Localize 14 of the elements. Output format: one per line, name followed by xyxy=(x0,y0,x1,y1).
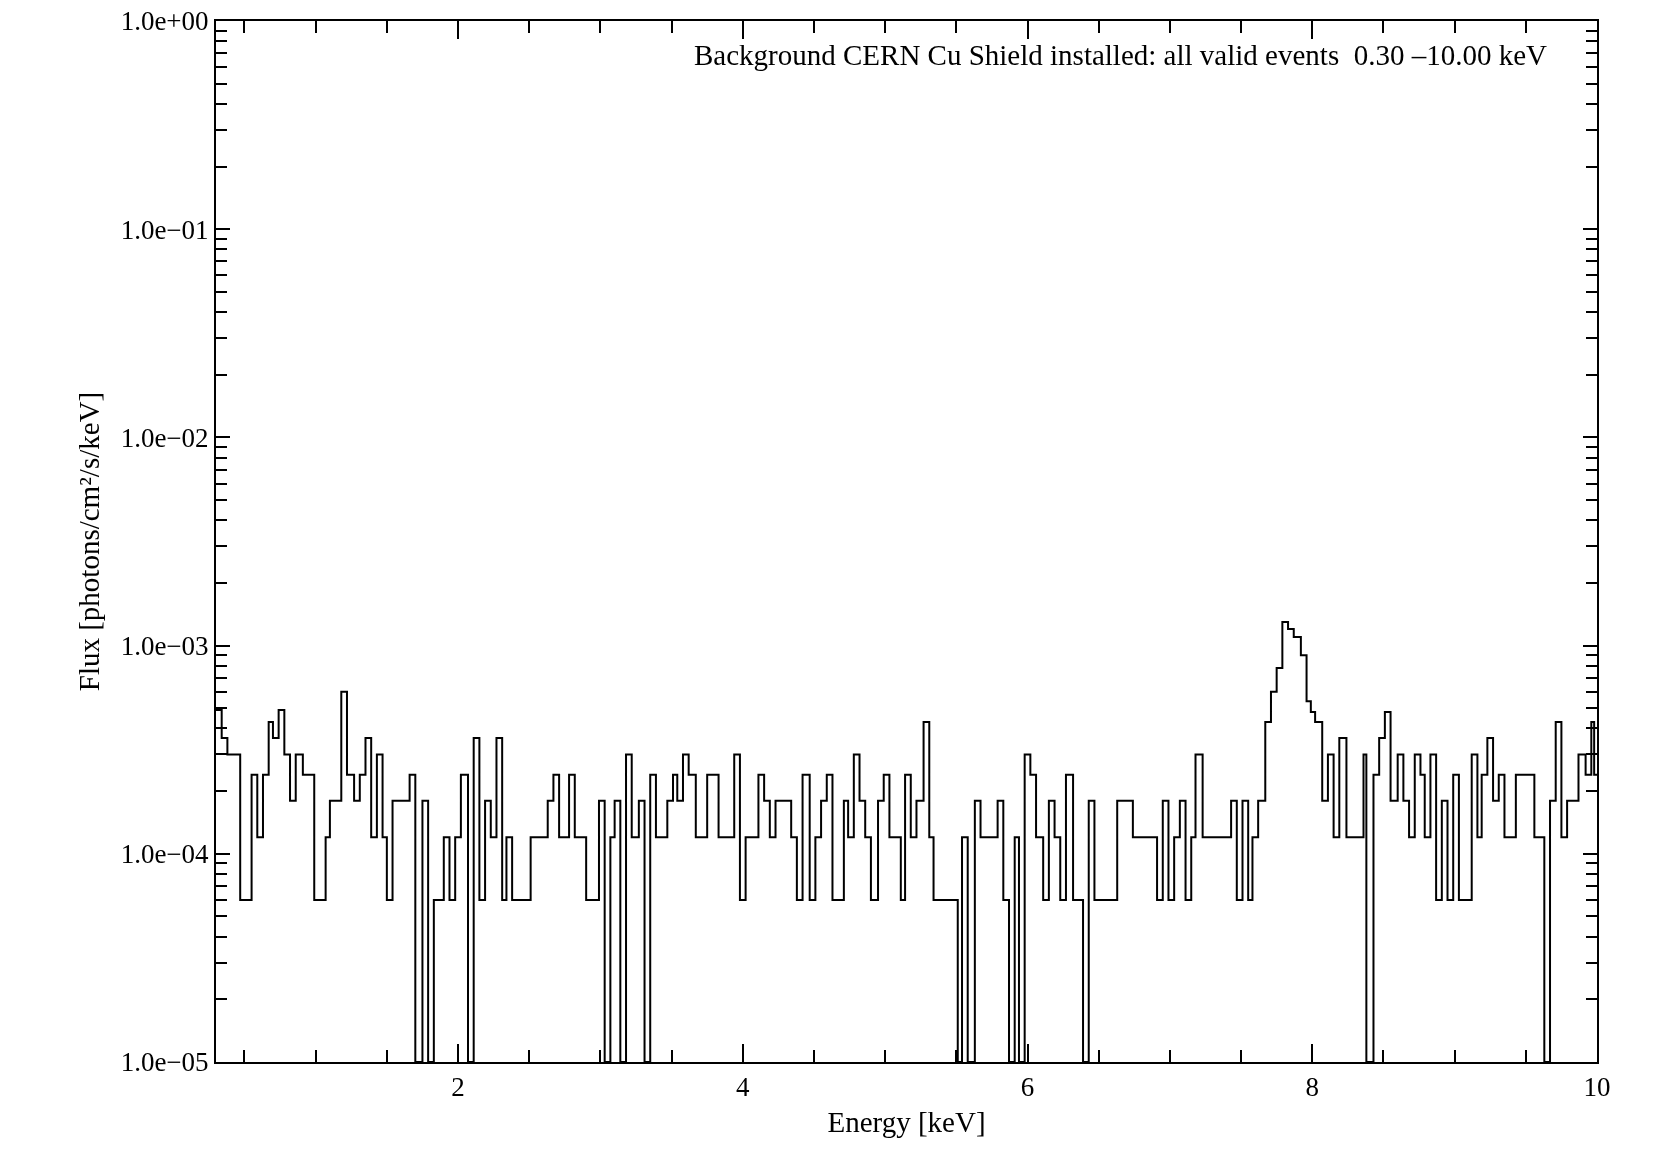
text: Background CERN Cu Shield installed: all valid events 0.30 –10.00 keV xyxy=(694,39,1548,71)
y-tick-label: 1.0e+00 xyxy=(120,6,209,37)
y-axis-title: Flux [photons/cm²/s/keV] xyxy=(73,391,106,692)
y-tick-label: 1.0e−05 xyxy=(120,1047,209,1078)
y-tick-label: 1.0e−04 xyxy=(120,839,210,870)
y-tick-label: 1.0e−01 xyxy=(120,214,209,245)
x-tick-label: 6 xyxy=(1020,1072,1035,1103)
y-tick-label: 1.0e−03 xyxy=(120,631,209,662)
x-tick-label: 8 xyxy=(1305,1072,1320,1103)
x-axis-title: Energy [keV] xyxy=(827,1105,986,1138)
x-tick-label: 2 xyxy=(451,1072,465,1103)
x-tick-label: 4 xyxy=(736,1072,751,1103)
x-tick-label: 10 xyxy=(1583,1072,1611,1103)
y-tick-label: 1.0e−02 xyxy=(120,422,209,453)
